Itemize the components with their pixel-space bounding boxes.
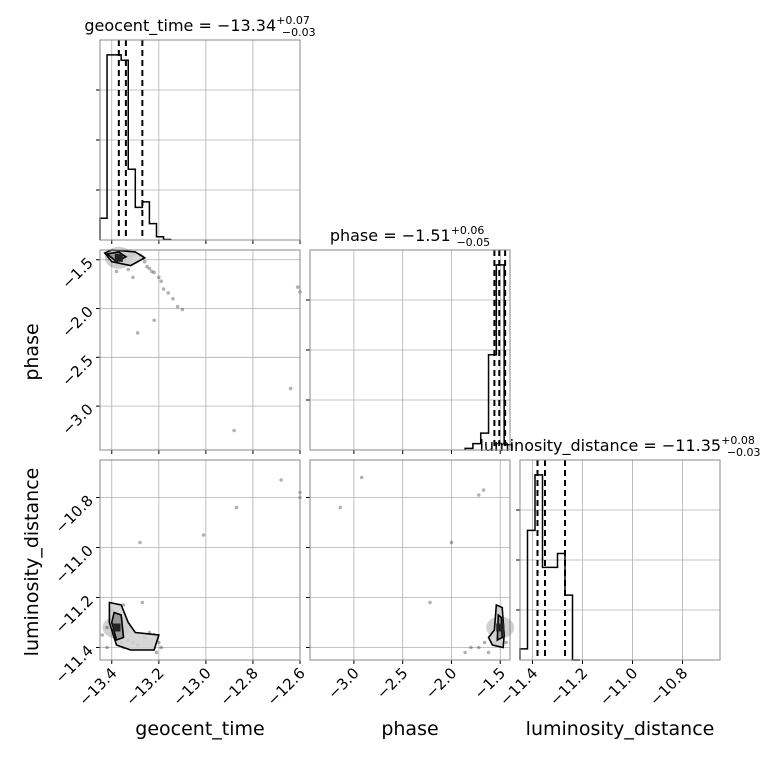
x-tick-label: −12.8 <box>217 664 262 709</box>
histogram-geocent_time <box>99 54 172 241</box>
x-tick-label: −13.0 <box>169 664 214 709</box>
title-phase: phase = −1.51+0.06 −0.05 <box>330 224 490 249</box>
sample-point <box>449 540 454 545</box>
sample-point <box>100 633 105 637</box>
sample-point <box>175 304 180 309</box>
axes-frame <box>99 39 301 241</box>
sample-point <box>338 505 343 510</box>
sample-point <box>154 650 159 655</box>
title-luminosity-distance: luminosity_distance = −11.35+0.08 −0.03 <box>479 434 760 459</box>
sample-point <box>476 645 481 650</box>
sample-point <box>105 625 109 630</box>
contour-line <box>105 251 128 263</box>
axes-frame <box>309 249 511 451</box>
sample-point <box>428 600 432 605</box>
sample-point <box>114 269 119 274</box>
contour-line <box>110 611 125 642</box>
sample-point <box>105 645 109 650</box>
sample-point <box>359 475 364 480</box>
x-axis-label-geocent-time: geocent_time <box>135 718 264 740</box>
y-tick-label: −3.0 <box>58 400 96 438</box>
axes-frame <box>99 249 301 451</box>
x-axis-label-phase: phase <box>381 718 438 740</box>
x-tick-label: −13.4 <box>75 664 120 709</box>
sample-point <box>476 493 481 497</box>
sample-point <box>126 267 131 272</box>
sample-point <box>152 270 156 275</box>
scatter-phase-luminosity_distance <box>338 475 515 655</box>
sample-point <box>161 287 166 291</box>
sample-point <box>166 291 171 295</box>
density-peak <box>496 623 505 632</box>
sample-point <box>469 645 473 650</box>
sample-point <box>171 296 175 301</box>
sample-point <box>232 428 236 433</box>
histogram-luminosity_distance <box>519 474 580 661</box>
x-tick-label: −13.2 <box>122 664 167 709</box>
density-peak <box>114 253 123 262</box>
x-tick-label: −12.6 <box>264 664 309 709</box>
sample-point <box>152 318 156 323</box>
x-axis-label-luminosity-distance: luminosity_distance <box>526 718 715 740</box>
scatter-geocent_time-luminosity_distance <box>100 478 302 655</box>
sample-point <box>180 307 185 312</box>
scatter-geocent_time-phase <box>103 246 302 433</box>
y-tick-label: −11.2 <box>52 592 97 637</box>
sample-point <box>121 603 126 607</box>
sample-point <box>159 279 163 284</box>
sample-point <box>147 266 152 271</box>
sample-point <box>157 275 161 280</box>
axes-frame <box>99 459 301 661</box>
x-tick-label: −2.0 <box>422 664 460 702</box>
x-tick-label: −3.0 <box>324 664 362 702</box>
y-tick-label: −1.5 <box>58 254 96 292</box>
sample-point <box>157 640 161 645</box>
y-tick-label: −11.0 <box>52 542 97 587</box>
sample-point <box>295 285 300 289</box>
sample-point <box>504 640 508 645</box>
x-tick-label: −11.2 <box>546 664 591 709</box>
sample-point <box>201 533 206 537</box>
y-axis-label-phase: phase <box>21 323 43 380</box>
y-tick-label: −10.8 <box>52 492 97 537</box>
sample-point <box>142 259 147 264</box>
sample-point <box>131 275 135 280</box>
contour-line <box>108 601 160 651</box>
sample-point <box>463 650 467 655</box>
sample-point <box>481 488 486 492</box>
sample-point <box>145 264 149 269</box>
y-tick-label: −2.5 <box>58 351 96 389</box>
sample-point <box>482 640 487 645</box>
x-tick-label: −11.0 <box>596 664 641 709</box>
sample-point <box>234 505 239 510</box>
title-geocent-time: geocent_time = −13.34+0.07 −0.03 <box>84 14 315 39</box>
sample-point <box>279 478 283 482</box>
sample-point <box>138 540 142 545</box>
density-peak <box>112 623 121 632</box>
axes-frame <box>309 459 511 661</box>
contour-line <box>487 603 505 649</box>
y-axis-label-luminosity-distance: luminosity_distance <box>21 468 43 657</box>
sample-point <box>149 269 154 274</box>
x-tick-label: −10.8 <box>646 664 691 709</box>
plot-layer: −11.4 −11.2 −11.0 −10.8−3.0−2.5−2.0−1.5−13.… <box>52 39 721 709</box>
sample-point <box>288 386 293 391</box>
sample-point <box>486 650 491 655</box>
x-tick-label: −2.5 <box>373 664 411 702</box>
sample-point <box>135 331 140 335</box>
axes-frame <box>519 459 721 661</box>
sample-point <box>159 645 163 650</box>
y-tick-label: −11.4 <box>52 642 97 687</box>
contour-line <box>496 613 504 642</box>
sample-point <box>140 600 145 605</box>
y-tick-label: −2.0 <box>58 303 96 341</box>
